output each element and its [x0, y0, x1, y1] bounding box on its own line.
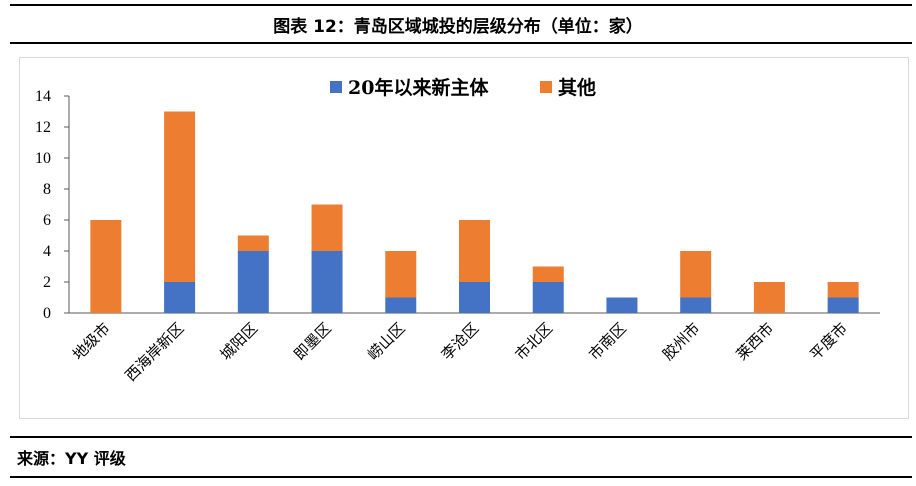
x-category-label: 平度市 — [806, 319, 851, 364]
footer: 来源：YY 评级 — [0, 432, 916, 482]
bar-other-4 — [385, 251, 417, 298]
x-category-label: 李沧区 — [438, 319, 483, 364]
bar-new-entity-8 — [680, 297, 712, 313]
x-category-label: 市南区 — [585, 319, 630, 364]
bar-other-8 — [680, 251, 712, 298]
x-category-label: 地级市 — [69, 319, 114, 364]
chart-title: 图表 12：青岛区域城投的层级分布（单位：家） — [273, 17, 643, 37]
y-tick-label: 6 — [43, 212, 51, 229]
y-tick-label: 0 — [43, 305, 51, 322]
x-category-label: 市北区 — [511, 319, 556, 364]
bar-new-entity-4 — [385, 297, 417, 313]
bar-other-0 — [90, 220, 122, 313]
bar-new-entity-6 — [532, 282, 564, 313]
y-tick-label: 2 — [43, 274, 51, 291]
bar-other-1 — [164, 111, 196, 282]
y-tick-label: 4 — [43, 243, 51, 260]
bar-new-entity-2 — [237, 251, 269, 313]
x-category-label: 城阳区 — [217, 319, 262, 364]
title-bottom-rule — [10, 42, 912, 44]
bar-new-entity-7 — [606, 297, 638, 313]
x-category-label: 莱西市 — [733, 319, 778, 364]
bar-new-entity-10 — [827, 297, 859, 313]
source-note: 来源：YY 评级 — [17, 449, 126, 468]
x-category-label: 即墨区 — [290, 319, 335, 364]
y-tick-label: 8 — [43, 181, 51, 198]
bar-other-2 — [237, 235, 269, 251]
bar-new-entity-1 — [164, 282, 196, 313]
legend-swatch-1 — [540, 81, 552, 93]
y-tick-label: 14 — [35, 88, 51, 105]
footer-bottom-rule — [10, 476, 912, 478]
x-category-label: 胶州市 — [659, 319, 704, 364]
bar-new-entity-5 — [459, 282, 490, 313]
y-tick-label: 10 — [35, 150, 51, 167]
bar-other-3 — [311, 204, 343, 251]
title-top-rule — [10, 4, 912, 6]
bar-other-9 — [753, 282, 785, 313]
bar-other-10 — [827, 282, 859, 298]
chart-frame — [19, 57, 909, 419]
x-category-label: 西海岸新区 — [122, 319, 188, 385]
bar-other-5 — [459, 220, 490, 282]
bar-new-entity-3 — [311, 251, 343, 313]
legend-swatch-0 — [330, 81, 342, 93]
bar-other-6 — [532, 266, 564, 282]
footer-top-rule — [10, 436, 912, 438]
legend-label-1: 其他 — [558, 76, 596, 99]
x-category-label: 崂山区 — [364, 319, 409, 364]
y-tick-label: 12 — [35, 119, 51, 136]
legend-label-0: 20年以来新主体 — [348, 76, 489, 99]
title-bar: 图表 12：青岛区域城投的层级分布（单位：家） — [0, 0, 916, 44]
